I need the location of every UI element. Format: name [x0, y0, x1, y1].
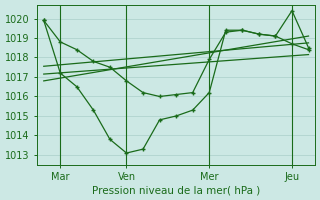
X-axis label: Pression niveau de la mer( hPa ): Pression niveau de la mer( hPa )	[92, 185, 260, 195]
